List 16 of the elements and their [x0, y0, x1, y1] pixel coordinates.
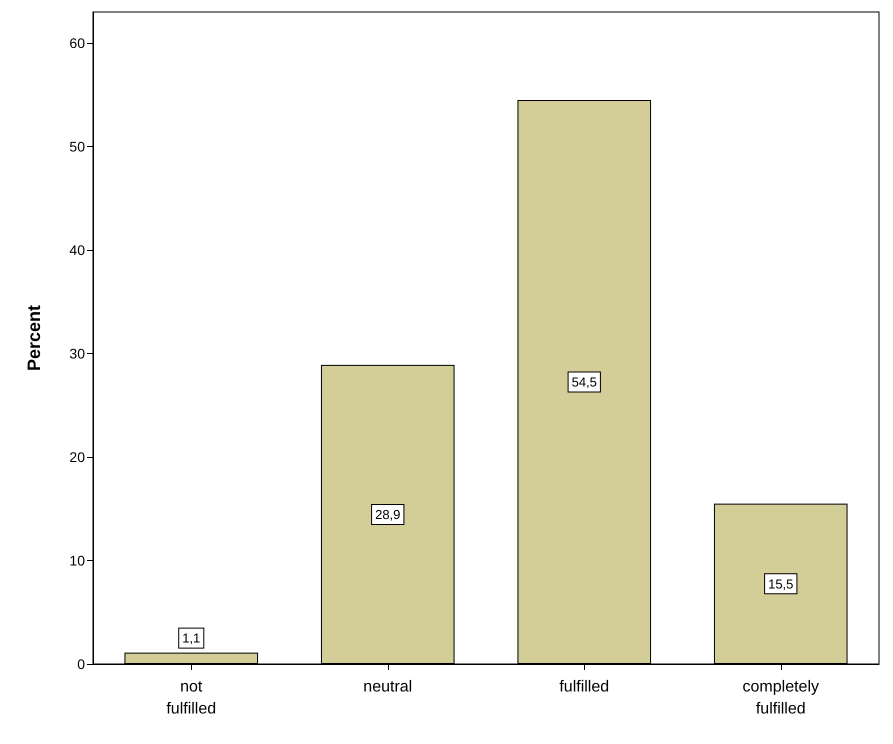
- y-tick-label: 60: [69, 35, 86, 52]
- y-tick-label: 30: [69, 346, 86, 362]
- data-label: 15,5: [768, 576, 794, 592]
- y-axis-title: Percent: [24, 304, 44, 372]
- y-tick-label: 50: [69, 138, 86, 155]
- x-tick-label: completely fulfilled: [742, 678, 819, 718]
- x-tick-label: fulfilled: [559, 678, 610, 696]
- data-label: 28,9: [375, 506, 400, 522]
- data-label: 1,1: [182, 630, 200, 646]
- y-tick-label: 0: [77, 656, 86, 672]
- x-tick-label: not fulfilled: [166, 678, 216, 718]
- x-tick-label: neutral: [363, 678, 412, 696]
- y-tick-label: 10: [69, 552, 86, 569]
- y-tick-label: 20: [69, 449, 86, 466]
- y-tick-label: 40: [69, 242, 86, 258]
- data-label: 54,5: [572, 374, 597, 390]
